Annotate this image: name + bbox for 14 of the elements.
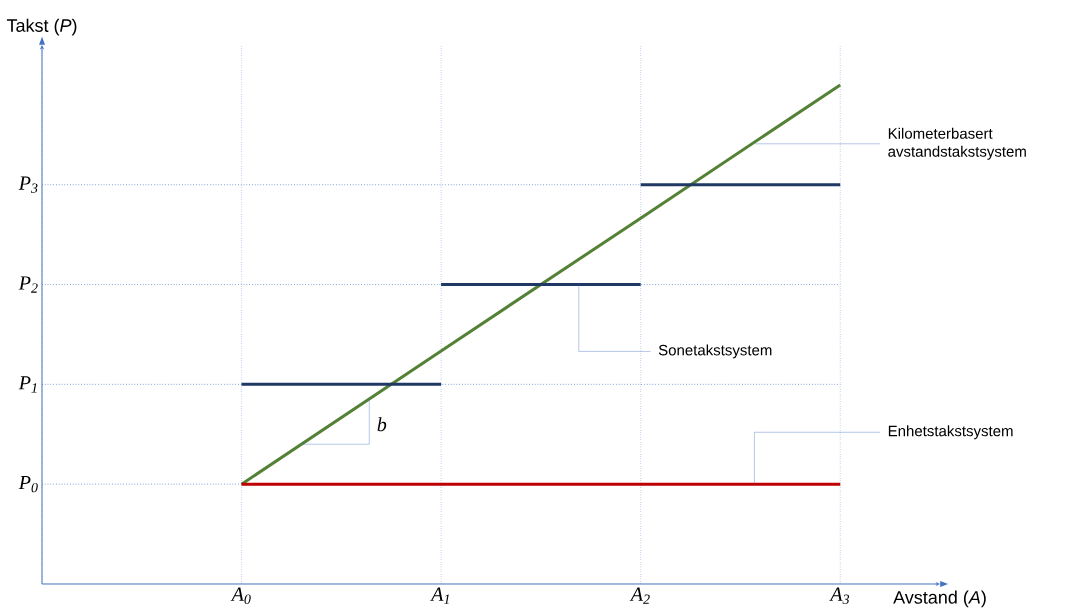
ref-line-label: P$_{3}$	[18, 176, 38, 193]
ref-line-label: P$_{1}$	[18, 376, 37, 393]
ref-line-label: P$_{2}$	[18, 276, 38, 293]
text: Enhetstakstsystem	[888, 425, 1013, 440]
x-tick-label: A$_{2}$	[629, 587, 650, 604]
x-tick-label: A$_{0}$	[230, 587, 251, 604]
ref-line-label: P$_{0}$	[18, 476, 38, 493]
text: Sonetakstsystem	[658, 344, 772, 359]
x-tick-label: A$_{1}$	[430, 587, 449, 604]
y-axis-title: Takst (P)	[6, 18, 77, 36]
annotation: b	[377, 417, 387, 432]
x-tick-label: A$_{3}$	[829, 587, 850, 604]
x-axis-title: Avstand (A)	[893, 590, 986, 608]
text: Kilometerbasert avstandstakstsystem	[888, 127, 1026, 160]
